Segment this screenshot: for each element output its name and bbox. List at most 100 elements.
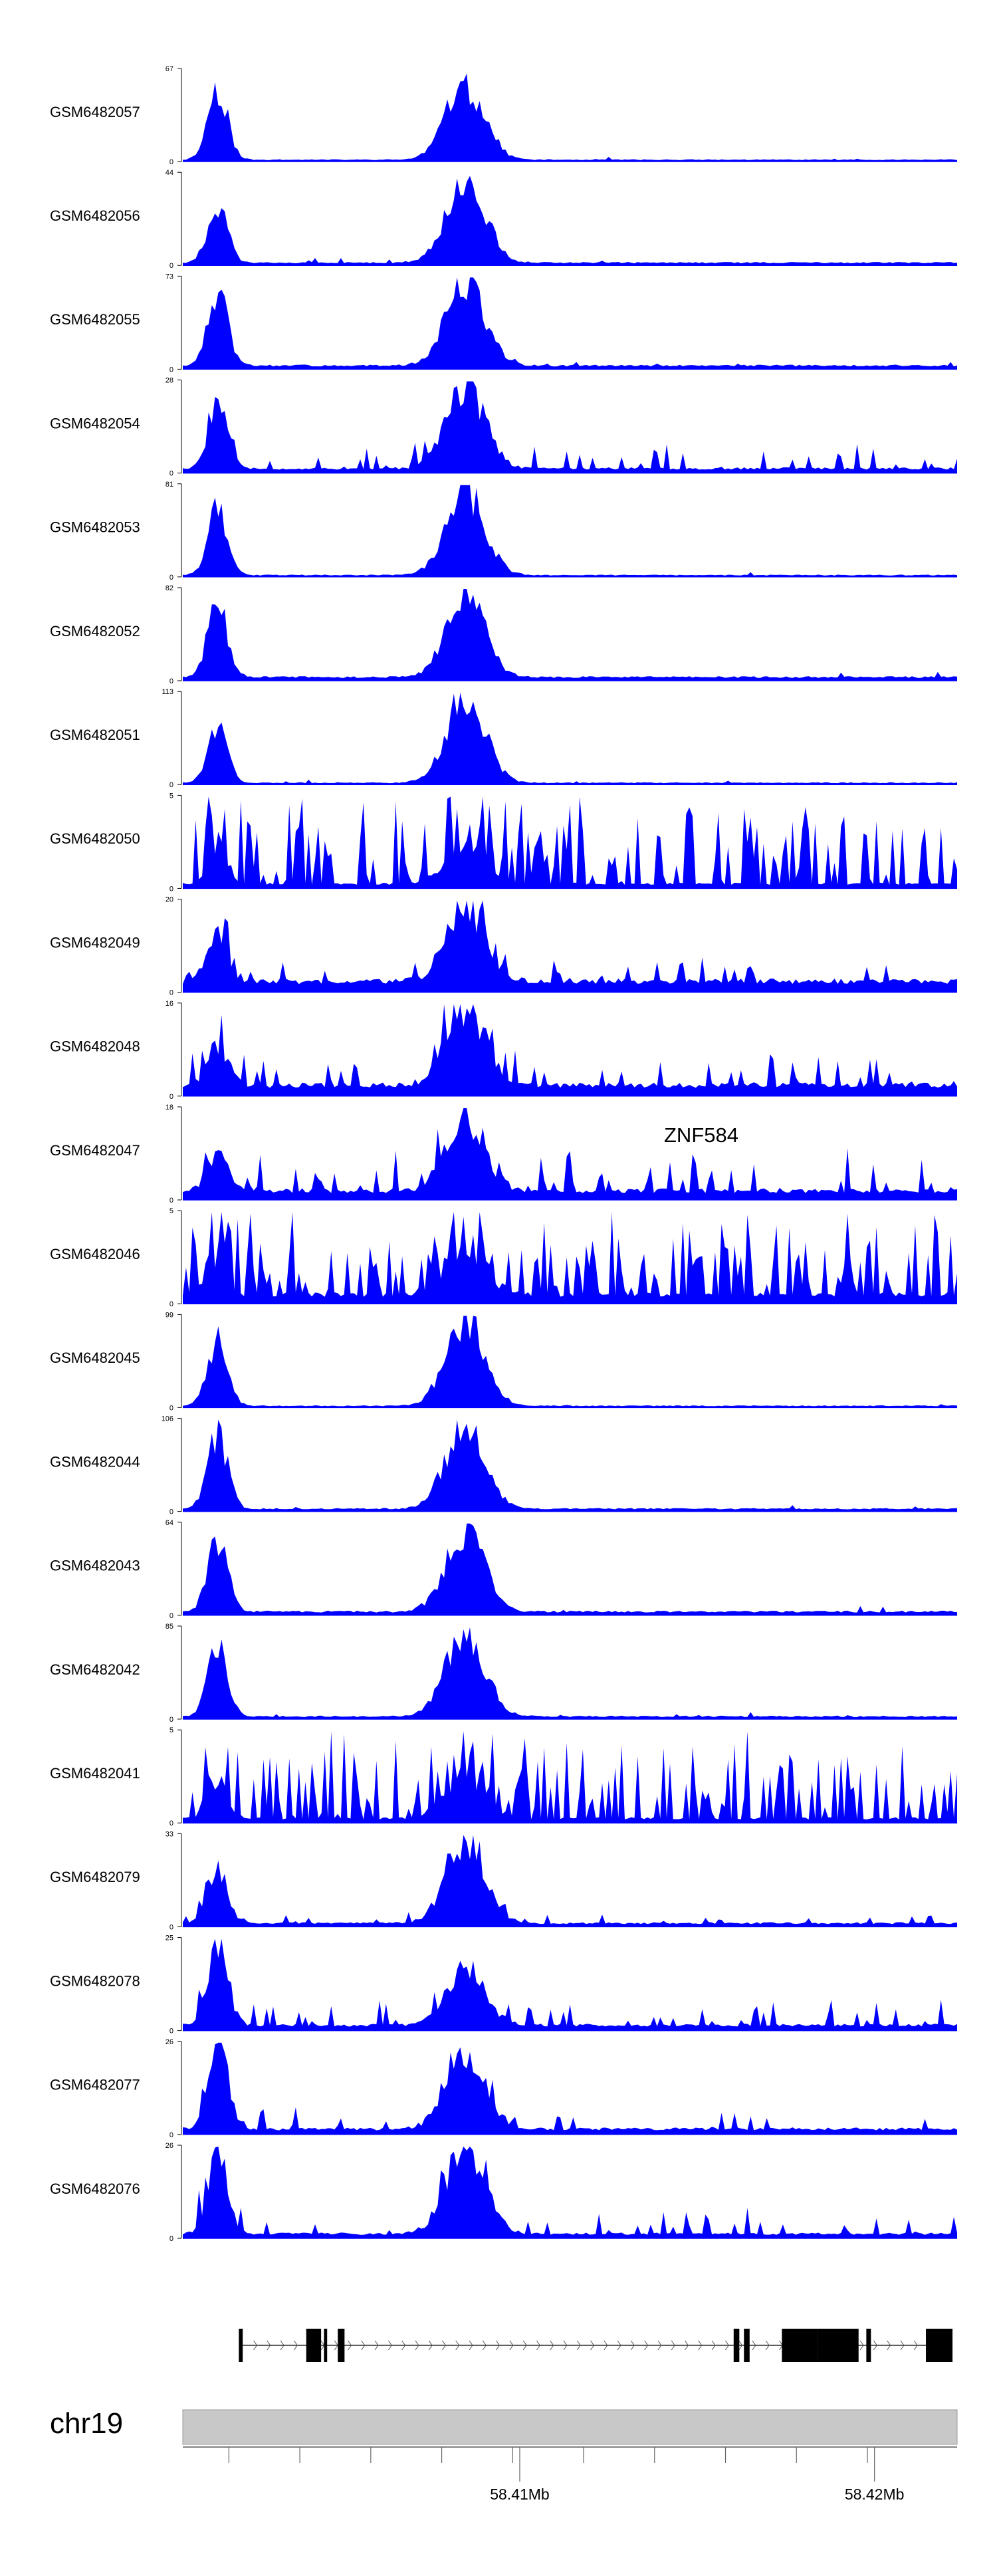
track-GSM6482076: GSM6482076 26 0 <box>50 2142 957 2243</box>
coverage-area <box>183 1523 957 1615</box>
y-min-label: 0 <box>169 1923 173 1931</box>
coverage-area <box>183 2147 957 2238</box>
y-min-label: 0 <box>169 470 173 478</box>
track-label: GSM6482041 <box>50 1765 140 1782</box>
strand-arrow <box>496 2340 500 2351</box>
strand-arrow <box>724 2340 729 2351</box>
coverage-area <box>183 2042 957 2135</box>
y-min-label: 0 <box>169 677 173 685</box>
coverage-area <box>183 589 957 681</box>
strand-arrow <box>644 2340 649 2351</box>
coverage-area <box>183 1627 957 1719</box>
track-GSM6482041: GSM6482041 5 0 <box>50 1726 957 1827</box>
gene-model: ZNF584 <box>239 1123 953 2362</box>
y-min-label: 0 <box>169 989 173 997</box>
major-tick-label: 58.42Mb <box>845 2486 905 2503</box>
strand-arrow <box>374 2340 379 2351</box>
strand-arrow <box>576 2340 581 2351</box>
strand-arrow <box>913 2340 918 2351</box>
strand-arrow <box>711 2340 716 2351</box>
y-min-label: 0 <box>169 2028 173 2036</box>
exon <box>866 2329 871 2362</box>
track-label: GSM6482044 <box>50 1453 140 1470</box>
coverage-area <box>183 176 957 266</box>
y-max-label: 26 <box>166 2142 173 2150</box>
y-max-label: 5 <box>169 792 173 800</box>
track-label: GSM6482047 <box>50 1142 140 1159</box>
strand-arrow <box>509 2340 514 2351</box>
coverage-area <box>183 73 957 162</box>
strand-arrow <box>442 2340 447 2351</box>
track-GSM6482055: GSM6482055 73 0 <box>50 273 957 374</box>
track-label: GSM6482052 <box>50 623 140 640</box>
track-label: GSM6482056 <box>50 207 140 224</box>
strand-arrow <box>590 2340 595 2351</box>
coverage-area <box>183 1004 957 1096</box>
y-min-label: 0 <box>169 1508 173 1516</box>
track-label: GSM6482076 <box>50 2180 140 2197</box>
strand-arrow <box>334 2340 338 2351</box>
y-max-label: 106 <box>162 1415 173 1423</box>
coverage-area <box>183 796 957 889</box>
y-min-label: 0 <box>169 2131 173 2139</box>
track-GSM6482045: GSM6482045 99 0 <box>50 1311 957 1412</box>
y-max-label: 28 <box>166 377 173 385</box>
strand-arrow <box>267 2340 271 2351</box>
y-max-label: 5 <box>169 1726 173 1734</box>
chromosome-label: chr19 <box>50 2407 123 2440</box>
chromosome-band <box>182 2409 958 2445</box>
y-min-label: 0 <box>169 1612 173 1620</box>
track-GSM6482052: GSM6482052 82 0 <box>50 584 957 685</box>
coverage-area <box>183 1938 957 2031</box>
track-GSM6482054: GSM6482054 28 0 <box>50 377 957 478</box>
coverage-area <box>183 1108 957 1200</box>
exon <box>338 2329 345 2362</box>
tracks-layer: GSM6482057670GSM6482056440GSM6482055730G… <box>50 65 957 2243</box>
track-label: GSM6482048 <box>50 1038 140 1055</box>
track-GSM6482078: GSM6482078 25 0 <box>50 1934 957 2036</box>
track-GSM6482042: GSM6482042 85 0 <box>50 1623 957 1724</box>
strand-arrow <box>859 2340 864 2351</box>
track-GSM6482046: GSM6482046 5 0 <box>50 1207 957 1308</box>
strand-arrow <box>455 2340 460 2351</box>
strand-arrow <box>685 2340 689 2351</box>
y-max-label: 20 <box>166 896 173 904</box>
strand-arrow <box>428 2340 433 2351</box>
track-GSM6482079: GSM6482079 33 0 <box>50 1830 957 1931</box>
coverage-area <box>183 1419 957 1512</box>
strand-arrow <box>873 2340 878 2351</box>
y-min-label: 0 <box>169 1819 173 1827</box>
y-max-label: 73 <box>166 273 173 281</box>
y-min-label: 0 <box>169 574 173 582</box>
strand-arrow <box>604 2340 608 2351</box>
strand-arrow <box>563 2340 568 2351</box>
coding-block <box>818 2329 859 2362</box>
track-GSM6482047: GSM6482047 18 0 <box>50 1104 957 1205</box>
track-label: GSM6482045 <box>50 1349 140 1366</box>
coverage-area <box>183 1316 957 1408</box>
track-GSM6482044: GSM6482044 106 0 <box>50 1415 957 1516</box>
strand-arrow <box>752 2340 756 2351</box>
exon <box>926 2329 953 2362</box>
track-label: GSM6482049 <box>50 934 140 951</box>
track-GSM6482077: GSM6482077 26 0 <box>50 2038 957 2139</box>
track-label: GSM6482051 <box>50 727 140 743</box>
strand-arrow <box>522 2340 527 2351</box>
track-label: GSM6482053 <box>50 519 140 536</box>
strand-arrow <box>671 2340 675 2351</box>
track-label: GSM6482057 <box>50 104 140 120</box>
strand-arrow <box>765 2340 770 2351</box>
y-max-label: 64 <box>166 1519 173 1527</box>
exon <box>306 2329 322 2362</box>
y-max-label: 99 <box>166 1311 173 1319</box>
y-max-label: 82 <box>166 584 173 592</box>
gene-name-label: ZNF584 <box>664 1123 738 1147</box>
coverage-area <box>183 381 957 473</box>
coverage-area <box>183 1835 957 1927</box>
strand-arrow <box>887 2340 891 2351</box>
y-max-label: 81 <box>166 481 173 489</box>
exon <box>324 2329 328 2362</box>
track-label: GSM6482078 <box>50 1972 140 1989</box>
strand-arrow <box>617 2340 621 2351</box>
